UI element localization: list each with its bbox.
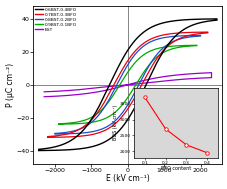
Y-axis label: P (μC cm⁻²): P (μC cm⁻²)	[5, 63, 15, 107]
Legend: 0.6BST-0.4BFO, 0.7BST-0.3BFO, 0.8BST-0.2BFO, 0.9BST-0.1BFO, BST: 0.6BST-0.4BFO, 0.7BST-0.3BFO, 0.8BST-0.2…	[35, 7, 77, 33]
X-axis label: E (kV cm⁻¹): E (kV cm⁻¹)	[106, 174, 149, 184]
